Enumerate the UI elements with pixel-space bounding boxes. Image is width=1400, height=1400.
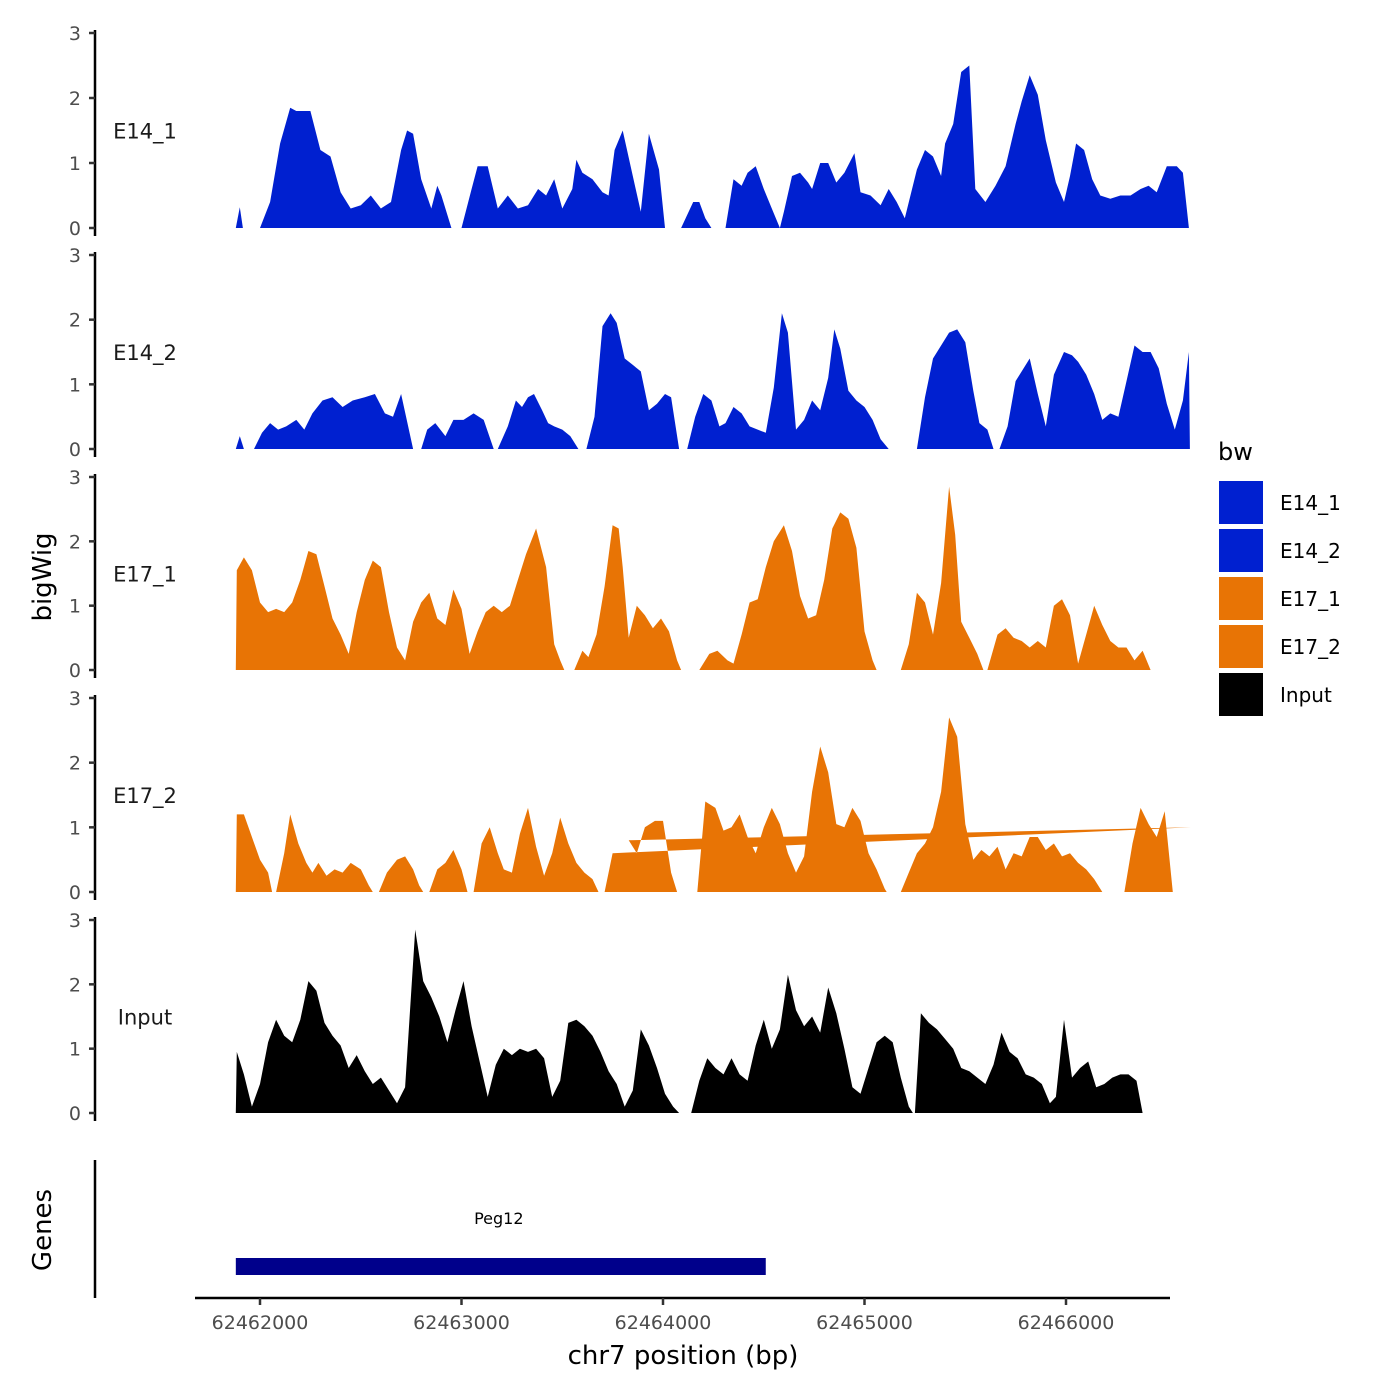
signal-tracks: 0 1 2 3 E14_1 0 1 2 3 E14_2 0 1 2 3 E17_1 0 1 2 3 E17_2 0 1 2 3…: [69, 23, 1191, 1125]
signal-area: [687, 313, 889, 449]
track-label: E14_1: [113, 120, 177, 145]
signal-area: [914, 1013, 1143, 1113]
y-tick-label: 3: [69, 688, 81, 710]
track-label: E17_1: [113, 563, 177, 588]
x-axis-title: chr7 position (bp): [568, 1341, 799, 1371]
signal-area: [421, 413, 494, 449]
signal-area: [461, 130, 665, 228]
x-tick-label: 62462000: [212, 1312, 309, 1334]
y-tick-label: 2: [69, 310, 81, 332]
legend-label: E14_1: [1280, 491, 1341, 515]
signal-area: [691, 974, 913, 1113]
track-E14_2: 0 1 2 3 E14_2: [69, 245, 1190, 461]
signal-area: [378, 856, 424, 892]
y-tick-label: 2: [69, 88, 81, 110]
y-tick-label: 1: [69, 1039, 81, 1061]
signal-area: [260, 107, 452, 228]
y-tick-label: 2: [69, 531, 81, 553]
x-tick-label: 62463000: [413, 1312, 510, 1334]
y-tick-label: 1: [69, 817, 81, 839]
signal-area: [254, 394, 414, 449]
legend-label: E17_2: [1280, 635, 1341, 659]
genes-panel: Peg12: [93, 1160, 766, 1298]
y-tick-label: 0: [69, 218, 81, 240]
signal-area: [235, 207, 243, 228]
y-tick-label: 3: [69, 245, 81, 267]
track-E17_1: 0 1 2 3 E17_1: [69, 467, 1151, 682]
y-tick-label: 0: [69, 1103, 81, 1125]
signal-area: [497, 394, 579, 449]
y-tick-label: 3: [69, 23, 81, 45]
signal-area: [999, 345, 1190, 449]
signal-area: [235, 814, 273, 892]
y-tick-label: 3: [69, 910, 81, 932]
track-E14_1: 0 1 2 3 E14_1: [69, 23, 1189, 240]
signal-area: [697, 746, 887, 892]
signal-area: [473, 807, 599, 892]
signal-area: [574, 525, 682, 670]
signal-area: [900, 486, 984, 670]
legend-swatch: [1219, 577, 1263, 620]
signal-area: [1124, 807, 1173, 892]
track-label: Input: [118, 1006, 172, 1030]
legend-label: E17_1: [1280, 587, 1341, 611]
signal-area: [987, 599, 1151, 670]
signal-area: [699, 512, 877, 670]
x-tick-label: 62465000: [816, 1312, 913, 1334]
y-tick-label: 1: [69, 596, 81, 618]
y-tick-label: 0: [69, 439, 81, 461]
y-tick-label: 3: [69, 467, 81, 489]
y-tick-label: 2: [69, 974, 81, 996]
x-tick-label: 62466000: [1018, 1312, 1115, 1334]
y-axis-title: bigWig: [28, 532, 58, 621]
y-tick-label: 1: [69, 153, 81, 175]
signal-area: [235, 528, 565, 670]
track-Input: 0 1 2 3 Input: [69, 910, 1143, 1125]
legend-swatch: [1219, 529, 1263, 572]
track-E17_2: 0 1 2 3 E17_2: [69, 688, 1191, 904]
signal-area: [725, 65, 1189, 228]
signal-area: [235, 436, 244, 449]
signal-area: [916, 329, 994, 449]
legend-swatch: [1219, 673, 1263, 716]
genes-axis-title: Genes: [28, 1189, 58, 1271]
y-tick-label: 0: [69, 660, 81, 682]
signal-area: [681, 202, 712, 228]
y-tick-label: 1: [69, 374, 81, 396]
legend-title: bw: [1218, 438, 1253, 466]
track-label: E17_2: [113, 784, 177, 809]
legend-label: Input: [1280, 683, 1332, 707]
signal-area: [900, 717, 1103, 892]
signal-area: [429, 850, 468, 892]
y-tick-label: 2: [69, 753, 81, 775]
y-tick-label: 0: [69, 882, 81, 904]
legend-swatch: [1219, 481, 1263, 524]
gene-label: Peg12: [474, 1209, 523, 1228]
x-tick-label: 62464000: [615, 1312, 712, 1334]
legend-swatch: [1219, 625, 1263, 668]
signal-area: [276, 814, 373, 892]
track-label: E14_2: [113, 341, 177, 366]
gene-bar: [235, 1258, 766, 1275]
x-axis: 62462000 62463000 62464000 62465000 62466000: [195, 1296, 1170, 1334]
signal-area: [235, 929, 680, 1113]
signal-area: [586, 313, 680, 449]
legend: bw E14_1 E14_2 E17_1 E17_2 Input: [1218, 438, 1341, 716]
signal-area: [604, 820, 1191, 892]
legend-label: E14_2: [1280, 539, 1341, 563]
